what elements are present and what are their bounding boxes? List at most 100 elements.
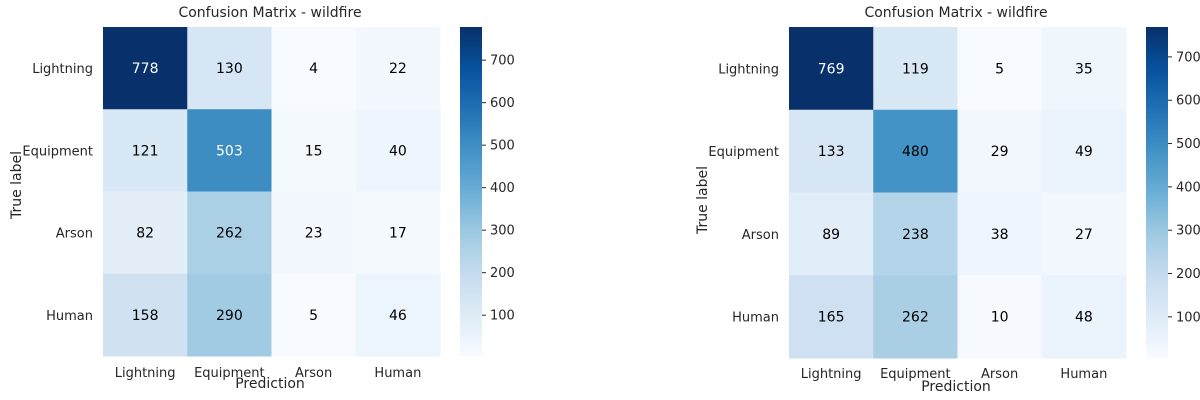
heatmap-cell bbox=[873, 192, 958, 276]
x-tick-label: Equipment bbox=[880, 367, 951, 382]
colorbar-tick-label: 600 bbox=[1176, 94, 1200, 109]
heatmap-cell bbox=[789, 275, 874, 359]
heatmap-cell bbox=[187, 273, 272, 357]
x-tick-label: Arson bbox=[981, 367, 1018, 382]
colorbar-tick-label: 300 bbox=[1176, 224, 1200, 239]
cell-value-label: 48 bbox=[1075, 310, 1093, 326]
y-tick-label: Human bbox=[46, 309, 93, 324]
cell-value-label: 158 bbox=[132, 308, 159, 324]
cell-value-label: 133 bbox=[818, 144, 845, 160]
cell-value-label: 503 bbox=[216, 143, 243, 159]
cell-value-label: 27 bbox=[1075, 227, 1093, 243]
x-tick-label: Arson bbox=[295, 366, 332, 381]
y-tick-labels-2: Lightning Equipment Arson Human bbox=[708, 62, 779, 325]
colorbar-2: 100 200 300 400 500 600 700 bbox=[1146, 27, 1200, 358]
y-tick-label: Lightning bbox=[718, 62, 779, 77]
colorbar-tick-label: 200 bbox=[1176, 267, 1200, 282]
heatmap-cell bbox=[271, 273, 357, 357]
cell-value-label: 262 bbox=[902, 310, 929, 326]
heatmap-grid-2: 769 119 5 35 133 480 29 49 89 238 38 27 165 262 10 48 bbox=[789, 27, 1127, 359]
heatmap-cell bbox=[957, 27, 1043, 111]
colorbar-tick-label: 400 bbox=[490, 181, 515, 196]
colorbar-tick-label: 400 bbox=[1176, 180, 1200, 195]
cell-value-label: 15 bbox=[305, 143, 323, 159]
heatmap-cell bbox=[355, 273, 441, 357]
cell-value-label: 38 bbox=[991, 227, 1009, 243]
x-tick-label: Equipment bbox=[194, 366, 265, 381]
cell-value-label: 49 bbox=[1075, 144, 1093, 160]
chart-title-2: Confusion Matrix - wildfire bbox=[864, 5, 1047, 21]
cell-value-label: 769 bbox=[818, 61, 845, 77]
y-tick-label: Equipment bbox=[22, 144, 93, 159]
colorbar-gradient-1 bbox=[460, 27, 482, 356]
cell-value-label: 480 bbox=[902, 144, 929, 160]
cell-value-label: 5 bbox=[995, 61, 1004, 77]
heatmap-cell bbox=[957, 109, 1043, 193]
y-axis-label-2: True label bbox=[695, 166, 711, 235]
heatmap-cell bbox=[187, 27, 272, 110]
colorbar-tick-label: 600 bbox=[490, 96, 515, 111]
cell-value-label: 17 bbox=[389, 226, 407, 242]
y-tick-label: Arson bbox=[742, 228, 779, 243]
x-tick-labels-1: Lightning Equipment Arson Human bbox=[115, 366, 422, 381]
colorbar-tick-label: 200 bbox=[490, 266, 515, 281]
x-axis-label-2: Prediction bbox=[921, 379, 991, 395]
cell-value-label: 4 bbox=[309, 61, 318, 77]
y-tick-label: Arson bbox=[56, 227, 93, 242]
heatmap-cell bbox=[789, 27, 874, 111]
heatmap-cell bbox=[789, 192, 874, 276]
colorbar-ticks-2: 100 200 300 400 500 600 700 bbox=[1168, 50, 1200, 325]
heatmap-grid-1: 778 130 4 22 121 503 15 40 82 262 23 17 158 290 5 46 bbox=[103, 27, 441, 357]
heatmap-cell bbox=[271, 27, 357, 110]
cell-value-label: 165 bbox=[818, 310, 845, 326]
heatmap-cell bbox=[957, 275, 1043, 359]
colorbar-tick-label: 100 bbox=[490, 309, 515, 324]
cell-value-label: 290 bbox=[216, 308, 243, 324]
cell-value-label: 262 bbox=[216, 226, 243, 242]
y-axis-label-1: True label bbox=[9, 151, 25, 220]
x-tick-label: Lightning bbox=[115, 366, 176, 381]
heatmap-cell bbox=[271, 191, 357, 275]
heatmap-cell bbox=[103, 109, 188, 192]
heatmap-cell bbox=[873, 27, 958, 111]
cell-value-label: 40 bbox=[389, 143, 407, 159]
cell-value-label: 46 bbox=[389, 308, 407, 324]
heatmap-cell bbox=[103, 191, 188, 275]
x-tick-labels-2: Lightning Equipment Arson Human bbox=[801, 367, 1108, 382]
cell-value-label: 130 bbox=[216, 61, 243, 77]
heatmap-cell bbox=[355, 27, 441, 110]
heatmap-cell bbox=[873, 109, 958, 193]
cell-value-label: 82 bbox=[136, 226, 154, 242]
heatmap-cell bbox=[271, 109, 357, 192]
heatmap-cell bbox=[187, 191, 272, 275]
heatmap-cell bbox=[187, 109, 272, 192]
colorbar-tick-label: 700 bbox=[490, 54, 515, 69]
x-tick-label: Human bbox=[1060, 367, 1107, 382]
y-tick-labels-1: Lightning Equipment Arson Human bbox=[22, 62, 93, 324]
y-tick-label: Equipment bbox=[708, 145, 779, 160]
cell-value-label: 89 bbox=[822, 227, 840, 243]
cell-value-label: 238 bbox=[902, 227, 929, 243]
heatmap-panel-1: Confusion Matrix - wildfire 778 130 4 22 121… bbox=[9, 5, 515, 392]
y-tick-label: Lightning bbox=[32, 62, 93, 77]
cell-value-label: 119 bbox=[902, 61, 929, 77]
colorbar-tick-label: 300 bbox=[490, 224, 515, 239]
cell-value-label: 23 bbox=[305, 226, 323, 242]
colorbar-tick-label: 500 bbox=[1176, 137, 1200, 152]
colorbar-tick-label: 700 bbox=[1176, 50, 1200, 65]
chart-title-1: Confusion Matrix - wildfire bbox=[178, 5, 361, 21]
colorbar-tick-label: 100 bbox=[1176, 310, 1200, 325]
colorbar-ticks-1: 100 200 300 400 500 600 700 bbox=[482, 54, 515, 324]
heatmap-cell bbox=[873, 275, 958, 359]
heatmap-cell bbox=[103, 273, 188, 357]
y-tick-label: Human bbox=[732, 311, 779, 326]
cell-value-label: 10 bbox=[991, 310, 1009, 326]
cell-value-label: 29 bbox=[991, 144, 1009, 160]
heatmap-cell bbox=[789, 109, 874, 193]
heatmap-cell bbox=[1041, 27, 1127, 111]
heatmap-cell bbox=[355, 191, 441, 275]
cell-value-label: 121 bbox=[132, 143, 159, 159]
colorbar-gradient-2 bbox=[1146, 27, 1168, 358]
colorbar-tick-label: 500 bbox=[490, 139, 515, 154]
